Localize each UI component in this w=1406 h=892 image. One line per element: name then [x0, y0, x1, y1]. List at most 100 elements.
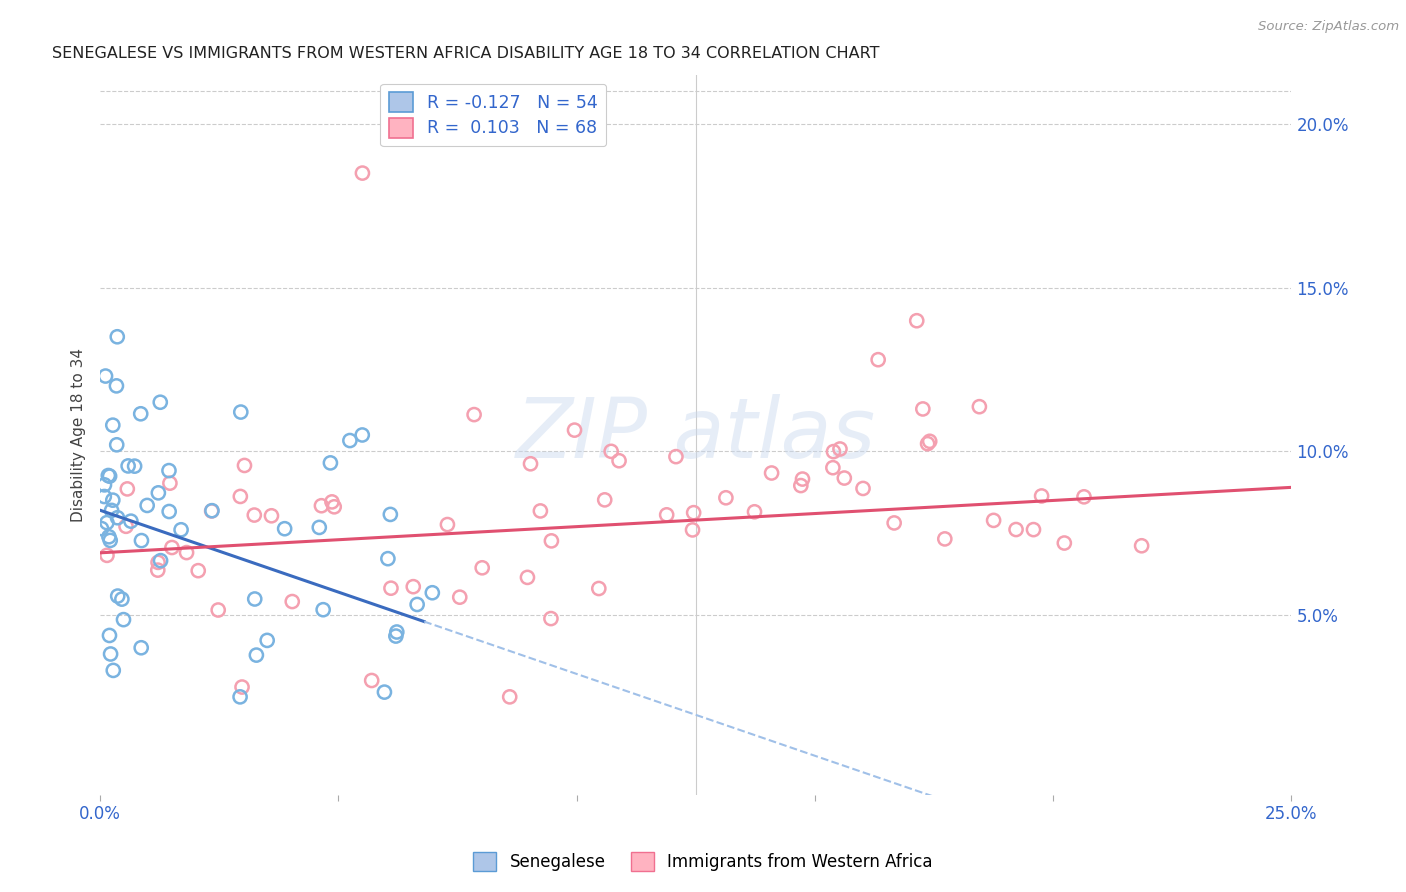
Immigrants from Western Africa: [352, 166, 374, 180]
Immigrants from Western Africa: [905, 314, 928, 328]
Senegalese: [101, 418, 124, 433]
Senegalese: [319, 456, 342, 470]
Immigrants from Western Africa: [588, 582, 610, 596]
Immigrants from Western Africa: [682, 523, 704, 537]
Immigrants from Western Africa: [761, 466, 783, 480]
Immigrants from Western Africa: [564, 423, 586, 437]
Immigrants from Western Africa: [911, 401, 934, 416]
Senegalese: [312, 603, 335, 617]
Immigrants from Western Africa: [792, 472, 814, 486]
Immigrants from Western Africa: [714, 491, 737, 505]
Immigrants from Western Africa: [823, 444, 845, 458]
Text: SENEGALESE VS IMMIGRANTS FROM WESTERN AFRICA DISABILITY AGE 18 TO 34 CORRELATION: SENEGALESE VS IMMIGRANTS FROM WESTERN AF…: [52, 46, 880, 62]
Immigrants from Western Africa: [243, 508, 266, 522]
Immigrants from Western Africa: [593, 492, 616, 507]
Senegalese: [229, 405, 252, 419]
Senegalese: [111, 592, 134, 607]
Legend: R = -0.127   N = 54, R =  0.103   N = 68: R = -0.127 N = 54, R = 0.103 N = 68: [380, 84, 606, 146]
Immigrants from Western Africa: [159, 476, 181, 491]
Immigrants from Western Africa: [529, 504, 551, 518]
Immigrants from Western Africa: [229, 490, 252, 504]
Text: Source: ZipAtlas.com: Source: ZipAtlas.com: [1258, 20, 1399, 33]
Senegalese: [103, 664, 125, 678]
Senegalese: [273, 522, 295, 536]
Senegalese: [245, 648, 267, 662]
Senegalese: [136, 499, 159, 513]
Senegalese: [105, 379, 128, 393]
Senegalese: [308, 520, 330, 534]
Immigrants from Western Africa: [1031, 489, 1053, 503]
Senegalese: [93, 490, 115, 504]
Immigrants from Western Africa: [1053, 536, 1076, 550]
Immigrants from Western Africa: [463, 408, 485, 422]
Immigrants from Western Africa: [146, 563, 169, 577]
Immigrants from Western Africa: [682, 506, 704, 520]
Senegalese: [377, 551, 399, 566]
Immigrants from Western Africa: [883, 516, 905, 530]
Text: ZIP atlas: ZIP atlas: [516, 394, 876, 475]
Senegalese: [170, 523, 193, 537]
Senegalese: [120, 514, 142, 528]
Senegalese: [98, 469, 121, 483]
Senegalese: [97, 468, 120, 483]
Senegalese: [129, 407, 152, 421]
Senegalese: [100, 503, 122, 517]
Immigrants from Western Africa: [852, 482, 875, 496]
Immigrants from Western Africa: [96, 549, 118, 563]
Immigrants from Western Africa: [146, 555, 169, 569]
Senegalese: [385, 629, 408, 643]
Senegalese: [94, 369, 117, 384]
Immigrants from Western Africa: [1005, 523, 1028, 537]
Immigrants from Western Africa: [233, 458, 256, 473]
Immigrants from Western Africa: [744, 505, 766, 519]
Senegalese: [256, 633, 278, 648]
Senegalese: [105, 438, 128, 452]
Immigrants from Western Africa: [471, 561, 494, 575]
Immigrants from Western Africa: [983, 513, 1005, 527]
Senegalese: [105, 330, 128, 344]
Legend: Senegalese, Immigrants from Western Africa: Senegalese, Immigrants from Western Afri…: [465, 843, 941, 880]
Immigrants from Western Africa: [402, 580, 425, 594]
Immigrants from Western Africa: [1022, 523, 1045, 537]
Immigrants from Western Africa: [1130, 539, 1153, 553]
Senegalese: [129, 640, 152, 655]
Immigrants from Western Africa: [436, 517, 458, 532]
Senegalese: [112, 613, 135, 627]
Immigrants from Western Africa: [600, 444, 623, 458]
Senegalese: [157, 464, 180, 478]
Senegalese: [96, 516, 118, 530]
Senegalese: [420, 586, 443, 600]
Senegalese: [131, 533, 153, 548]
Immigrants from Western Africa: [201, 504, 224, 518]
Immigrants from Western Africa: [160, 541, 183, 555]
Senegalese: [117, 458, 139, 473]
Immigrants from Western Africa: [311, 499, 333, 513]
Immigrants from Western Africa: [821, 460, 844, 475]
Senegalese: [406, 598, 429, 612]
Senegalese: [97, 530, 120, 544]
Senegalese: [100, 647, 122, 661]
Senegalese: [148, 486, 170, 500]
Senegalese: [90, 522, 112, 536]
Senegalese: [380, 508, 402, 522]
Immigrants from Western Africa: [380, 581, 402, 595]
Senegalese: [107, 510, 129, 524]
Senegalese: [229, 690, 252, 704]
Senegalese: [352, 428, 374, 442]
Immigrants from Western Africa: [607, 454, 630, 468]
Immigrants from Western Africa: [360, 673, 382, 688]
Senegalese: [149, 554, 172, 568]
Immigrants from Western Africa: [540, 533, 562, 548]
Immigrants from Western Africa: [540, 611, 562, 625]
Immigrants from Western Africa: [934, 532, 956, 546]
Senegalese: [339, 434, 361, 448]
Immigrants from Western Africa: [969, 400, 991, 414]
Immigrants from Western Africa: [323, 500, 346, 514]
Immigrants from Western Africa: [260, 508, 283, 523]
Senegalese: [98, 628, 121, 642]
Senegalese: [98, 533, 121, 548]
Senegalese: [149, 395, 172, 409]
Immigrants from Western Africa: [1073, 490, 1095, 504]
Senegalese: [385, 625, 408, 640]
Senegalese: [101, 493, 124, 508]
